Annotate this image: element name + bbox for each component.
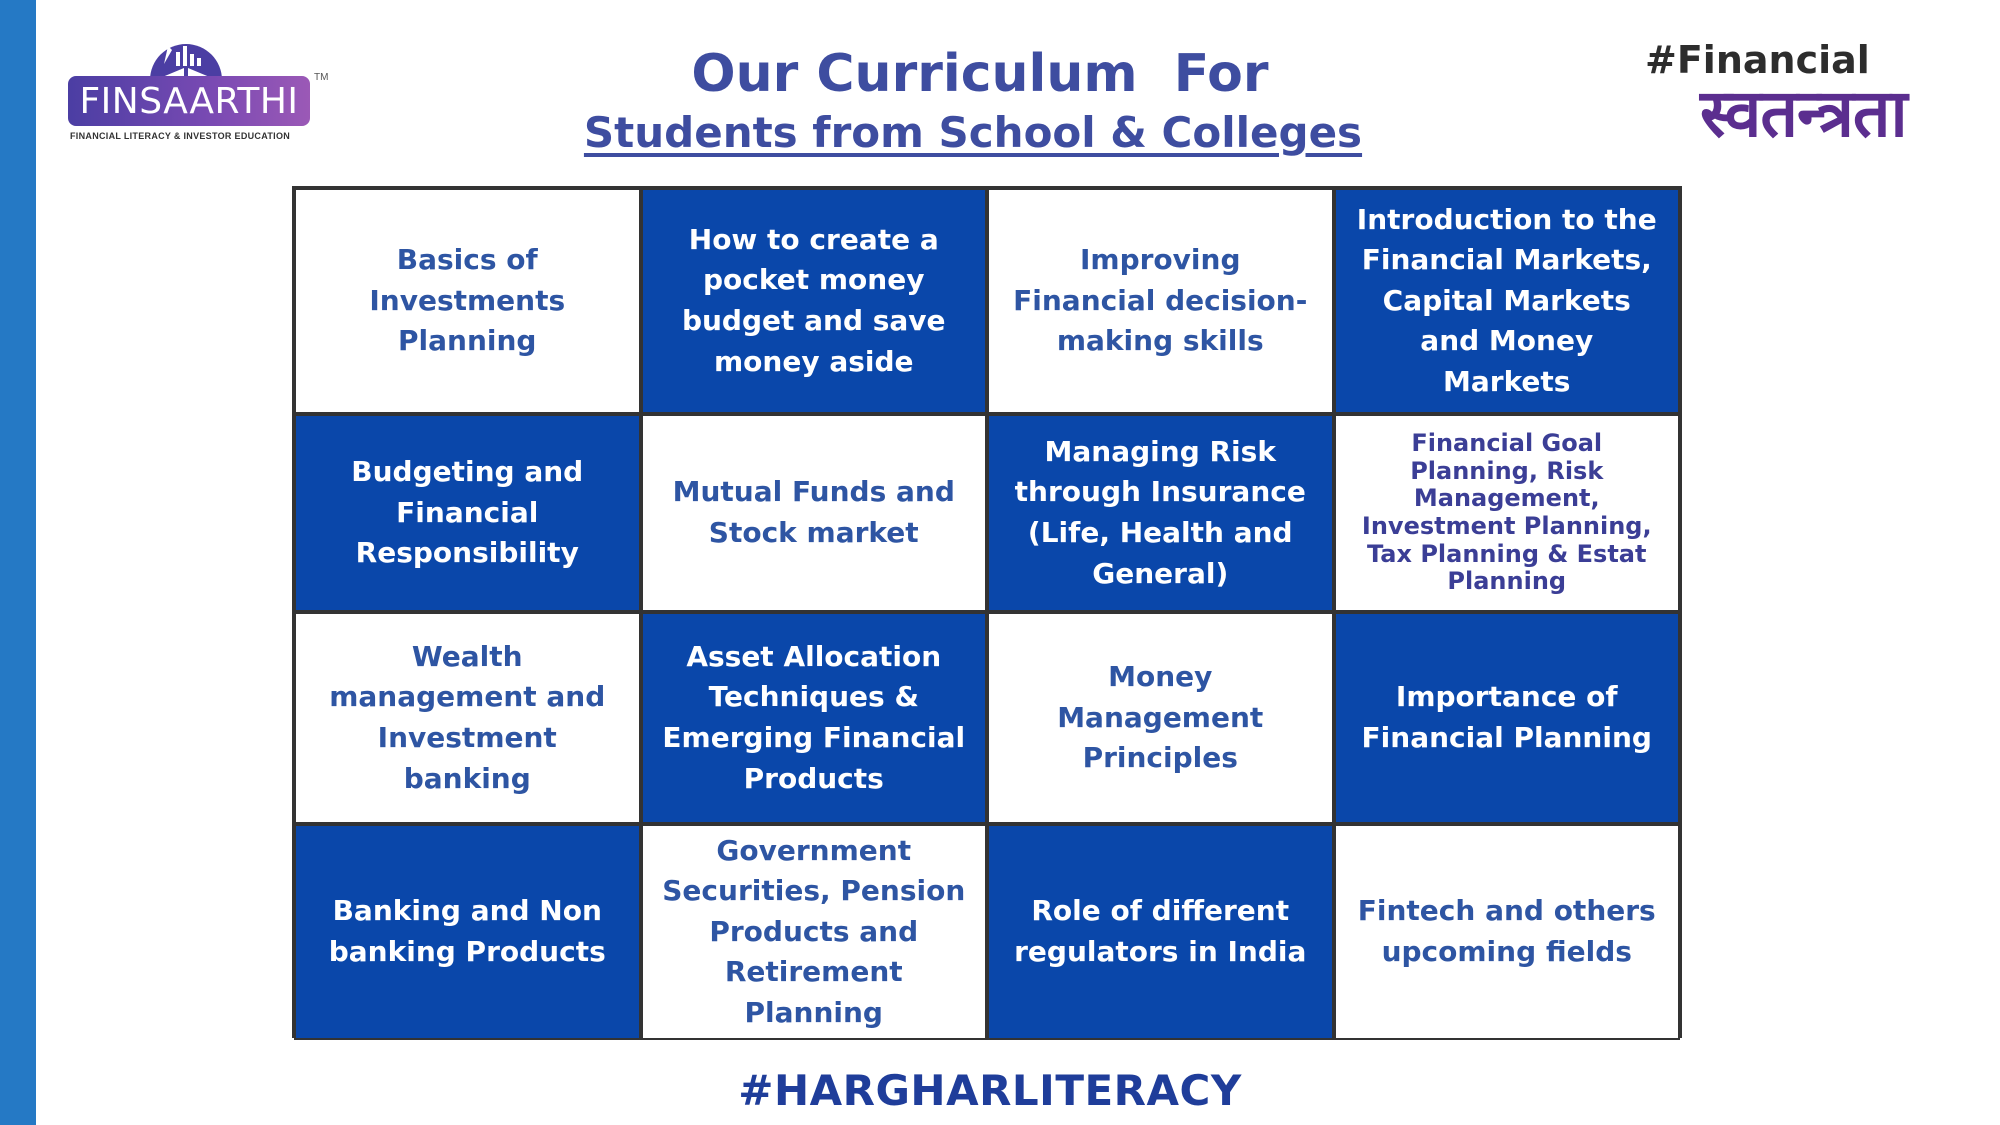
curriculum-cell: Financial Goal Planning, Risk Management… [1333, 414, 1680, 612]
curriculum-cell: Government Securities, Pension Products … [640, 824, 987, 1040]
curriculum-cell: Banking and Non banking Products [294, 824, 641, 1040]
trademark: TM [314, 72, 329, 83]
page-title: Our Curriculum For [691, 44, 1269, 104]
curriculum-cell: Mutual Funds and Stock market [640, 414, 987, 612]
finsaarthi-logo: FINSAARTHI TM FINANCIAL LITERACY & INVES… [68, 34, 338, 154]
curriculum-cell: How to create a pocket money budget and … [640, 188, 987, 414]
curriculum-cell: Asset Allocation Techniques & Emerging F… [640, 612, 987, 824]
curriculum-cell: Wealth management and Investment banking [294, 612, 641, 824]
curriculum-cell: Fintech and others upcoming fields [1333, 824, 1680, 1040]
hashtag-swatantrata: स्वतन्त्रता [1700, 75, 1908, 152]
curriculum-cell: Improving Financial decision-making skil… [987, 188, 1334, 414]
curriculum-cell: Basics of Investments Planning [294, 188, 641, 414]
page-subtitle: Students from School & Colleges [583, 108, 1363, 157]
curriculum-cell: Role of different regulators in India [987, 824, 1334, 1040]
curriculum-cell: Managing Risk through Insurance (Life, H… [987, 414, 1334, 612]
hashtag-financial: #Financial [1645, 38, 1870, 82]
left-accent-bar [0, 0, 36, 1125]
curriculum-grid: Basics of Investments Planning How to cr… [292, 186, 1682, 1040]
curriculum-cell: Introduction to the Financial Markets, C… [1333, 188, 1680, 414]
curriculum-cell: Importance of Financial Planning [1333, 612, 1680, 824]
curriculum-cell: Money Management Principles [987, 612, 1334, 824]
logo-tagline: FINANCIAL LITERACY & INVESTOR EDUCATION [70, 131, 291, 141]
logo-wordmark: FINSAARTHI [68, 76, 310, 126]
footer-hashtag: #HARGHARLITERACY [738, 1066, 1242, 1115]
curriculum-cell: Budgeting and Financial Responsibility [294, 414, 641, 612]
book-chart-icon [146, 34, 226, 86]
